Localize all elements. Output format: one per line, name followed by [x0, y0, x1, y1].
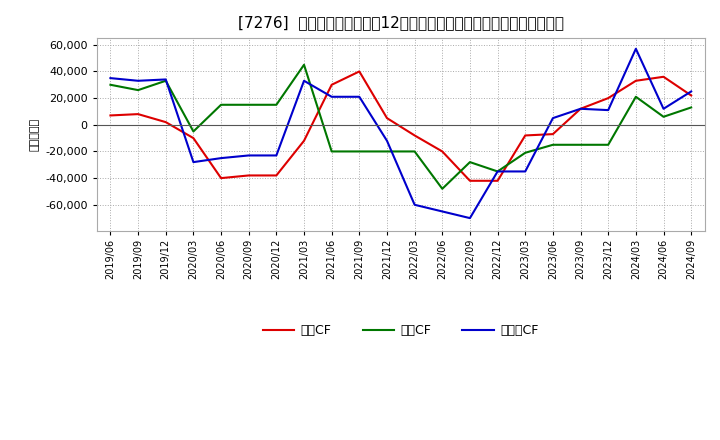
フリーCF [382, 138, 391, 143]
フリーCF [189, 159, 198, 165]
営業CF [217, 176, 225, 181]
営業CF [604, 95, 613, 101]
フリーCF [604, 107, 613, 113]
営業CF [438, 149, 446, 154]
フリーCF [244, 153, 253, 158]
営業CF [189, 136, 198, 141]
投資CF [438, 186, 446, 191]
Y-axis label: （百万円）: （百万円） [30, 118, 40, 151]
投資CF [576, 142, 585, 147]
フリーCF [328, 94, 336, 99]
フリーCF [272, 153, 281, 158]
営業CF [382, 115, 391, 121]
投資CF [217, 102, 225, 107]
投資CF [106, 82, 114, 88]
Line: 営業CF: 営業CF [110, 71, 691, 181]
フリーCF [410, 202, 419, 207]
投資CF [328, 149, 336, 154]
フリーCF [687, 89, 696, 94]
営業CF [466, 178, 474, 183]
フリーCF [631, 46, 640, 51]
フリーCF [493, 169, 502, 174]
フリーCF [217, 155, 225, 161]
営業CF [272, 173, 281, 178]
Title: [7276]  キャッシュフローの12か月移動合計の対前年同期増減額の推移: [7276] キャッシュフローの12か月移動合計の対前年同期増減額の推移 [238, 15, 564, 30]
営業CF [134, 111, 143, 117]
投資CF [521, 150, 530, 155]
営業CF [493, 178, 502, 183]
投資CF [493, 169, 502, 174]
営業CF [660, 74, 668, 79]
営業CF [631, 78, 640, 84]
Legend: 営業CF, 投資CF, フリーCF: 営業CF, 投資CF, フリーCF [258, 319, 544, 342]
Line: フリーCF: フリーCF [110, 49, 691, 218]
フリーCF [134, 78, 143, 84]
投資CF [134, 88, 143, 93]
投資CF [410, 149, 419, 154]
営業CF [106, 113, 114, 118]
投資CF [300, 62, 308, 67]
投資CF [382, 149, 391, 154]
フリーCF [161, 77, 170, 82]
フリーCF [549, 115, 557, 121]
フリーCF [438, 209, 446, 214]
フリーCF [355, 94, 364, 99]
投資CF [272, 102, 281, 107]
フリーCF [576, 106, 585, 111]
営業CF [521, 133, 530, 138]
営業CF [549, 132, 557, 137]
営業CF [576, 106, 585, 111]
フリーCF [300, 78, 308, 84]
投資CF [549, 142, 557, 147]
営業CF [328, 82, 336, 88]
フリーCF [660, 106, 668, 111]
営業CF [410, 133, 419, 138]
投資CF [466, 159, 474, 165]
投資CF [604, 142, 613, 147]
営業CF [355, 69, 364, 74]
投資CF [244, 102, 253, 107]
投資CF [631, 94, 640, 99]
営業CF [300, 138, 308, 143]
営業CF [687, 93, 696, 98]
Line: 投資CF: 投資CF [110, 65, 691, 189]
投資CF [687, 105, 696, 110]
投資CF [189, 129, 198, 134]
フリーCF [521, 169, 530, 174]
フリーCF [106, 76, 114, 81]
営業CF [161, 120, 170, 125]
投資CF [660, 114, 668, 119]
フリーCF [466, 216, 474, 221]
投資CF [161, 78, 170, 84]
営業CF [244, 173, 253, 178]
投資CF [355, 149, 364, 154]
